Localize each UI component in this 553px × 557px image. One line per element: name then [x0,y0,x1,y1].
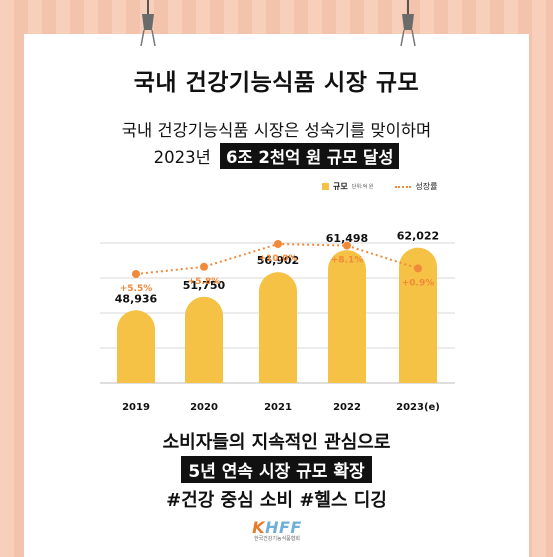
body-line-1: 소비자들의 지속적인 관심으로 [162,432,391,453]
bar-2021 [259,272,297,383]
growth-rate-point [200,262,208,271]
growth-rate-point [343,241,351,250]
growth-rate-label: +5.5% [120,284,153,294]
x-tick-label: 2019 [122,402,150,413]
binder-clip-right-icon [400,0,416,47]
growth-rate-point [414,264,422,273]
bar-value-label: 61,498 [326,232,368,245]
growth-rate-label: +8.1% [331,256,364,266]
logo-org-name: 한국건강기능식품협회 [253,536,300,542]
subtitle-line-1: 국내 건강기능식품 시장은 성숙기를 맞이하며 [121,121,432,140]
legend-line-swatch [395,185,412,188]
bar-value-label: 56,902 [257,254,299,267]
body-line-2-wrap: 5년 연속 시장 규모 확장 [0,456,553,483]
bar-2020 [185,296,223,383]
bar-2023(e) [399,247,437,383]
x-tick-label: 2021 [264,402,292,413]
legend-bar-swatch [322,183,329,190]
body-line-2: 5년 연속 시장 규모 확장 [181,456,372,483]
bar-value-label: 51,750 [183,279,226,292]
subtitle-year: 2023년 [153,148,211,167]
page-title: 국내 건강기능식품 시장 규모 [133,70,420,96]
growth-rate-label: +10.0% [259,254,298,264]
legend-bar-label: 규모 [333,182,348,191]
growth-rate-point [274,240,282,248]
bar-2022 [328,250,366,383]
khff-logo: KHFF 한국건강기능식품협회 [242,518,312,542]
x-tick-label: 2020 [190,402,218,413]
binder-clip-left-icon [140,0,156,47]
body-line-3: #건강 중심 소비 #헬스 디깅 [166,490,387,511]
subtitle-line-2: 2023년 6조 2천억 원 규모 달성 [0,143,553,169]
growth-rate-label: +5.8% [188,277,221,287]
growth-rate-point [132,270,140,278]
bar-value-label: 62,022 [397,230,439,243]
growth-rate-label: +0.9% [402,278,435,288]
bar-2019 [117,310,155,383]
legend-bar-unit: 단위:억 원 [351,184,374,190]
legend-line-label: 성장률 [415,182,438,191]
x-tick-label: 2023(e) [396,402,440,413]
subtitle-highlight: 6조 2천억 원 규모 달성 [220,143,400,169]
x-tick-label: 2022 [333,402,361,413]
bar-value-label: 48,936 [115,292,158,305]
chart-legend: 규모 단위:억 원 성장률 [322,181,438,192]
logo-mark: KHFF [252,518,302,537]
